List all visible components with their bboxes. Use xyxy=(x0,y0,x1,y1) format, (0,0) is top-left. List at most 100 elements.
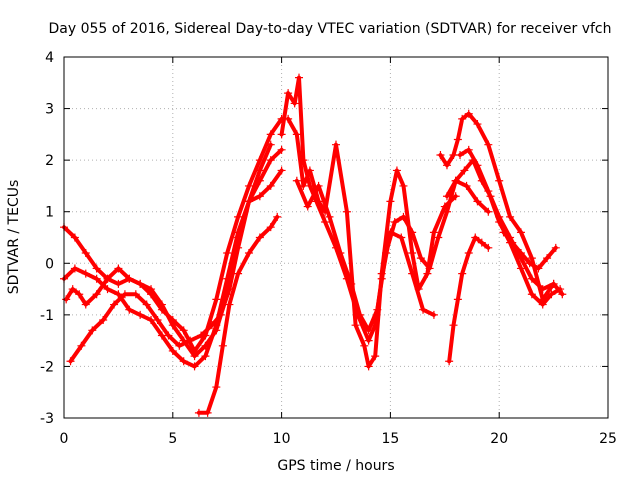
data-point xyxy=(390,218,399,227)
data-point xyxy=(442,161,451,170)
data-point xyxy=(103,274,112,283)
data-point xyxy=(408,248,417,257)
data-point xyxy=(255,233,264,242)
data-point xyxy=(175,341,184,350)
data-point xyxy=(484,187,493,196)
data-point xyxy=(136,310,145,319)
data-point xyxy=(364,362,373,371)
data-point xyxy=(321,218,330,227)
data-point xyxy=(386,197,395,206)
data-point xyxy=(419,305,428,314)
data-point xyxy=(225,300,234,309)
data-point xyxy=(458,269,467,278)
data-point xyxy=(516,264,525,273)
data-point xyxy=(464,248,473,257)
data-point xyxy=(449,321,458,330)
data-point xyxy=(201,352,210,361)
data-point xyxy=(136,279,145,288)
data-point xyxy=(212,383,221,392)
data-point xyxy=(290,99,299,108)
data-point xyxy=(473,161,482,170)
data-point xyxy=(360,341,369,350)
data-point xyxy=(266,130,275,139)
data-point xyxy=(453,135,462,144)
data-point xyxy=(295,73,304,82)
data-point xyxy=(527,274,536,283)
data-point xyxy=(234,243,243,252)
data-point xyxy=(273,212,282,221)
data-point xyxy=(70,264,79,273)
data-point xyxy=(442,207,451,216)
data-point xyxy=(284,114,293,123)
data-point xyxy=(292,176,301,185)
x-tick-label: 15 xyxy=(381,431,399,447)
data-point xyxy=(508,238,517,247)
data-point xyxy=(445,357,454,366)
data-point xyxy=(142,300,151,309)
data-point xyxy=(516,248,525,257)
x-axis-label: GPS time / hours xyxy=(277,458,394,474)
data-point xyxy=(416,254,425,263)
data-point xyxy=(495,176,504,185)
data-point xyxy=(314,181,323,190)
series-12 xyxy=(445,233,493,366)
data-point xyxy=(408,228,417,237)
y-tick-label: 3 xyxy=(45,102,54,118)
data-point xyxy=(477,238,486,247)
data-point xyxy=(70,233,79,242)
data-point xyxy=(516,228,525,237)
data-point xyxy=(429,228,438,237)
series-line xyxy=(64,116,284,353)
y-tick-label: -3 xyxy=(40,411,54,427)
data-point xyxy=(471,233,480,242)
data-point xyxy=(549,279,558,288)
data-point xyxy=(429,310,438,319)
data-point xyxy=(484,243,493,252)
data-point xyxy=(131,290,140,299)
data-point xyxy=(179,357,188,366)
series-line xyxy=(68,142,273,364)
data-point xyxy=(125,274,134,283)
data-point xyxy=(168,316,177,325)
x-tick-label: 0 xyxy=(60,431,69,447)
data-point xyxy=(506,212,515,221)
data-point xyxy=(266,181,275,190)
data-point xyxy=(473,120,482,129)
x-tick-labels: 0 5 10 15 20 25 xyxy=(60,431,617,447)
data-point xyxy=(223,248,232,257)
data-point xyxy=(92,274,101,283)
data-point xyxy=(538,285,547,294)
data-point xyxy=(125,305,134,314)
series-line xyxy=(196,214,280,415)
series-line xyxy=(447,235,491,364)
data-point xyxy=(436,150,445,159)
data-point xyxy=(277,130,286,139)
data-point xyxy=(234,212,243,221)
data-point xyxy=(303,202,312,211)
data-point xyxy=(399,181,408,190)
data-point xyxy=(201,331,210,340)
data-point xyxy=(547,290,556,299)
y-tick-labels: -3 -2 -1 0 1 2 3 4 xyxy=(40,50,54,427)
data-point xyxy=(484,140,493,149)
data-point xyxy=(342,207,351,216)
series-13 xyxy=(499,228,560,273)
x-tick-label: 10 xyxy=(273,431,291,447)
data-point xyxy=(212,295,221,304)
data-point xyxy=(244,181,253,190)
data-point xyxy=(92,264,101,273)
data-point xyxy=(81,269,90,278)
data-point xyxy=(392,166,401,175)
chart-title: Day 055 of 2016, Sidereal Day-to-day VTE… xyxy=(48,21,611,37)
data-point xyxy=(66,357,75,366)
y-tick-label: -1 xyxy=(40,308,54,324)
x-tick-label: 20 xyxy=(490,431,508,447)
data-point xyxy=(538,300,547,309)
data-point xyxy=(414,285,423,294)
data-point xyxy=(99,316,108,325)
y-tick-label: 4 xyxy=(45,50,54,66)
data-point xyxy=(190,362,199,371)
data-point xyxy=(194,408,203,417)
data-point xyxy=(305,166,314,175)
data-point xyxy=(332,140,340,149)
